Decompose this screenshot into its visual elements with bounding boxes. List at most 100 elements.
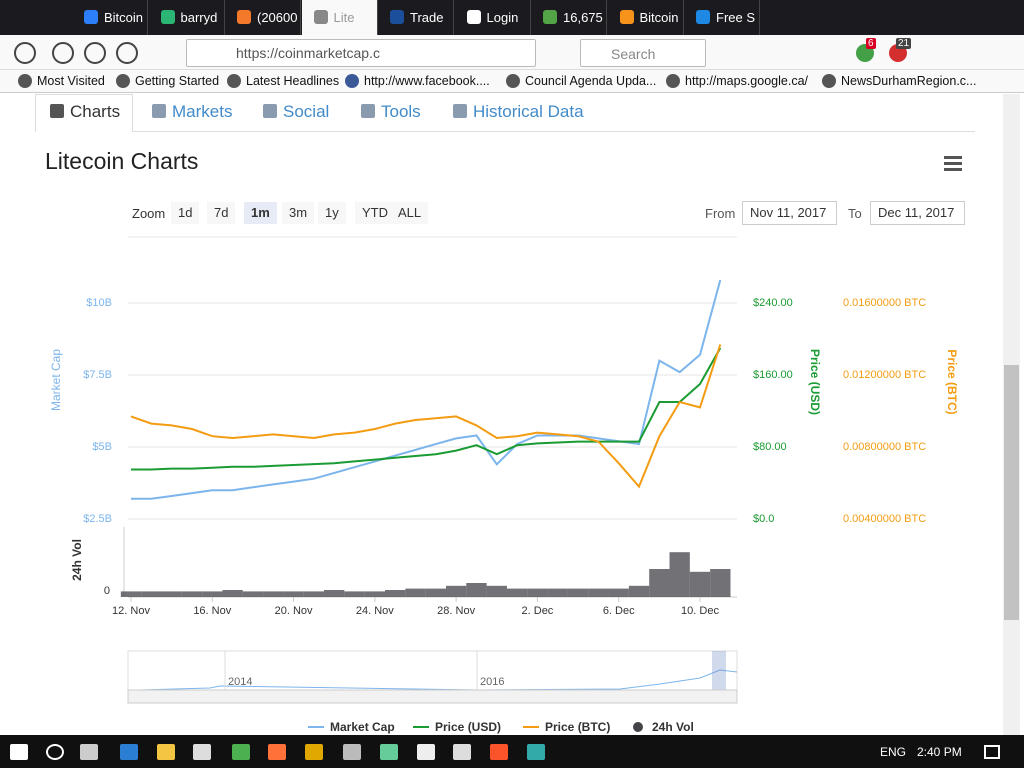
zoom-button[interactable]: YTD bbox=[355, 202, 395, 224]
volume-bar bbox=[161, 591, 182, 597]
x-tick-label: 6. Dec bbox=[603, 605, 635, 617]
volume-bar bbox=[649, 569, 670, 597]
tab-icon bbox=[84, 10, 98, 24]
volume-bar bbox=[405, 588, 426, 597]
taskbar-icon[interactable] bbox=[343, 744, 361, 760]
to-input[interactable]: Dec 11, 2017 bbox=[870, 201, 965, 225]
navigator-label: 2014 bbox=[228, 676, 252, 688]
bookmark-icon[interactable] bbox=[506, 74, 520, 88]
page-tab[interactable]: Markets bbox=[172, 102, 233, 121]
tab-icon bbox=[466, 10, 481, 24]
bookmark[interactable]: Latest Headlines bbox=[246, 74, 340, 88]
taskbar-icon[interactable] bbox=[120, 744, 138, 760]
zoom-button[interactable]: 3m bbox=[282, 202, 315, 224]
tab-icon bbox=[696, 10, 710, 24]
volume-bar bbox=[263, 591, 284, 597]
bookmark-icon[interactable] bbox=[18, 74, 32, 88]
bookmark-icon[interactable] bbox=[822, 74, 836, 88]
taskbar-icon[interactable] bbox=[305, 744, 323, 760]
menu-bar[interactable] bbox=[944, 168, 962, 171]
from-input[interactable]: Nov 11, 2017 bbox=[742, 201, 837, 225]
x-tick-label: 10. Dec bbox=[681, 605, 719, 617]
legend-symbol bbox=[633, 722, 643, 732]
bookmark[interactable]: http://www.facebook.... bbox=[364, 74, 490, 88]
taskbar-icon[interactable] bbox=[490, 744, 508, 760]
nav-button[interactable] bbox=[84, 42, 106, 64]
taskbar-icon[interactable] bbox=[380, 744, 398, 760]
navigator-line bbox=[139, 669, 738, 691]
taskbar-icon[interactable] bbox=[417, 744, 435, 760]
toolbar-badge: 21 bbox=[896, 38, 912, 49]
nav-button[interactable] bbox=[52, 42, 74, 64]
notification-icon[interactable] bbox=[984, 745, 1000, 759]
bookmark-icon[interactable] bbox=[227, 74, 241, 88]
browser-tab[interactable] bbox=[455, 0, 531, 35]
taskbar-icon[interactable] bbox=[268, 744, 286, 760]
x-tick-label: 20. Nov bbox=[275, 605, 313, 617]
y3-axis-title: Price (BTC) bbox=[945, 349, 959, 414]
volume-bar bbox=[202, 591, 223, 597]
taskbar-icon[interactable] bbox=[80, 744, 98, 760]
bookmark[interactable]: http://maps.google.ca/ bbox=[685, 74, 808, 88]
taskbar-icon[interactable] bbox=[527, 744, 545, 760]
url-bar[interactable] bbox=[186, 39, 536, 67]
taskbar bbox=[0, 735, 1024, 768]
search-box[interactable] bbox=[580, 39, 706, 67]
browser-tab[interactable] bbox=[72, 0, 148, 35]
volume-bar bbox=[283, 591, 304, 597]
chart-heading: Litecoin Charts bbox=[45, 148, 199, 174]
taskbar-icon[interactable] bbox=[10, 744, 28, 760]
volume-bar bbox=[181, 591, 203, 597]
tab-title: Login bbox=[486, 10, 519, 25]
volume-bar bbox=[364, 591, 386, 597]
y-tick-label: $5B bbox=[92, 441, 112, 453]
browser-tab[interactable] bbox=[684, 0, 760, 35]
tab-icon bbox=[50, 104, 64, 118]
bookmark-icon[interactable] bbox=[345, 74, 359, 88]
y-axis-title: Market Cap bbox=[49, 349, 63, 411]
tab-icon bbox=[237, 10, 251, 24]
taskbar-icon[interactable] bbox=[46, 744, 64, 760]
y3-tick-label: 0.01600000 BTC bbox=[843, 297, 926, 309]
zoom-button[interactable]: 1m bbox=[244, 202, 277, 224]
zoom-button[interactable]: 1y bbox=[318, 202, 346, 224]
bookmark[interactable]: Most Visited bbox=[37, 74, 105, 88]
nav-button[interactable] bbox=[116, 42, 138, 64]
menu-bar[interactable] bbox=[944, 156, 962, 159]
browser-tab[interactable] bbox=[531, 0, 607, 35]
volume-bar bbox=[486, 585, 507, 597]
search-placeholder: Search bbox=[611, 46, 656, 62]
volume-bar bbox=[242, 591, 264, 597]
volume-bar bbox=[445, 585, 467, 597]
nav-button[interactable] bbox=[14, 42, 36, 64]
bookmark[interactable]: NewsDurhamRegion.c... bbox=[841, 74, 977, 88]
volume-bar bbox=[303, 591, 325, 597]
browser-tab[interactable] bbox=[378, 0, 454, 35]
browser-tab[interactable] bbox=[225, 0, 301, 35]
tab-icon bbox=[390, 10, 404, 24]
taskbar-icon[interactable] bbox=[157, 744, 175, 760]
browser-tab[interactable] bbox=[608, 0, 684, 35]
scroll-thumb[interactable] bbox=[1004, 365, 1019, 620]
page-tab[interactable]: Historical Data bbox=[473, 102, 584, 121]
tab-title: (20600 bbox=[257, 10, 297, 25]
browser-tab[interactable] bbox=[149, 0, 225, 35]
bookmark-icon[interactable] bbox=[666, 74, 680, 88]
taskbar-icon[interactable] bbox=[453, 744, 471, 760]
bookmark[interactable]: Getting Started bbox=[135, 74, 220, 88]
zoom-button[interactable]: ALL bbox=[391, 202, 429, 224]
taskbar-icon[interactable] bbox=[232, 744, 250, 760]
navigator bbox=[127, 650, 738, 691]
page-tab[interactable]: Tools bbox=[381, 102, 421, 121]
zoom-button[interactable]: 1d bbox=[171, 202, 200, 224]
taskbar-icon[interactable] bbox=[193, 744, 211, 760]
zoom-button[interactable]: 7d bbox=[207, 202, 236, 224]
bookmark[interactable]: Council Agenda Upda... bbox=[525, 74, 657, 88]
volume-bar bbox=[466, 583, 487, 597]
page-tab[interactable]: Charts bbox=[70, 102, 121, 121]
x-tick-label: 2. Dec bbox=[522, 605, 554, 617]
menu-bar[interactable] bbox=[944, 162, 962, 165]
navigator-selection bbox=[712, 651, 726, 690]
bookmark-icon[interactable] bbox=[116, 74, 130, 88]
page-tab[interactable]: Social bbox=[283, 102, 330, 121]
